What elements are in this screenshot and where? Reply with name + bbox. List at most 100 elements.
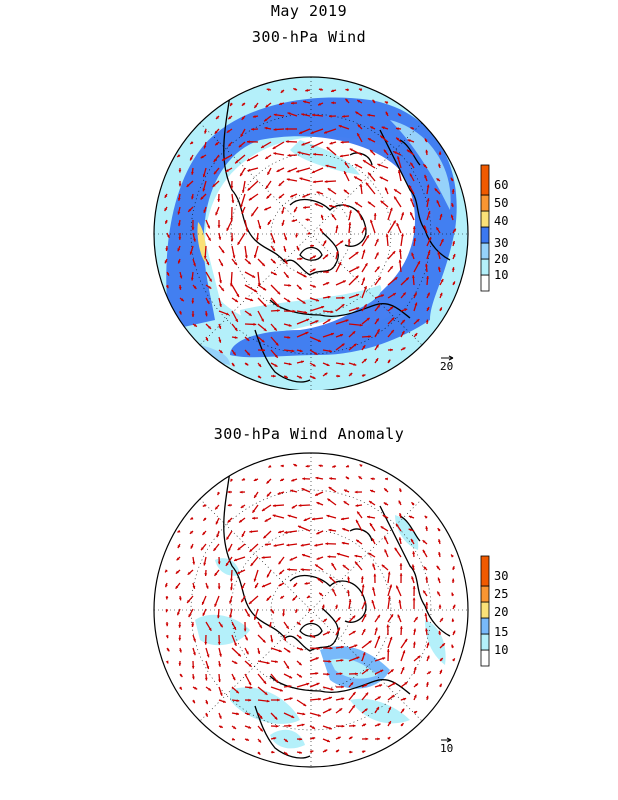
wind-vector-head — [288, 724, 292, 728]
wind-vector-head — [412, 586, 416, 589]
wind-vector-head — [330, 310, 334, 314]
wind-vector-head — [401, 233, 404, 237]
wind-vector-head — [219, 280, 222, 284]
wind-vector-head — [204, 573, 208, 576]
wind-vector-head — [177, 211, 181, 215]
wind-vector-head — [423, 225, 427, 229]
wind-vector-head — [315, 672, 319, 675]
wind-vector-head — [204, 130, 207, 134]
wind-vector-head — [398, 500, 402, 504]
wind-vector-head — [257, 283, 261, 286]
wind-vector-head — [275, 724, 279, 728]
wind-vector-head — [379, 684, 383, 687]
wind-vector-head — [345, 476, 349, 480]
wind-vector-head — [382, 515, 386, 518]
wind-vector-head — [389, 636, 393, 640]
wind-vector-head — [311, 244, 314, 248]
wind-vector-head — [200, 196, 204, 200]
wind-vector-head — [330, 687, 334, 691]
wind-vector-head — [314, 543, 318, 547]
wind-vector-head — [249, 686, 253, 689]
wind-vector-head — [247, 613, 250, 617]
wind-vector-head — [267, 171, 270, 175]
wind-vector-head — [354, 554, 358, 558]
wind-vector-head — [274, 364, 278, 367]
wind-vector-head — [204, 642, 208, 645]
wind-vector-head — [370, 126, 374, 130]
wind-vector-head — [279, 571, 283, 575]
wind-vector-head — [273, 272, 277, 275]
wind-vector-head — [342, 280, 346, 283]
wind-vector-head — [241, 533, 245, 537]
wind-vector-head — [352, 692, 356, 695]
wind-vector-head — [436, 200, 440, 204]
wind-vector-head — [273, 152, 277, 155]
wind-vector-head — [356, 293, 359, 297]
wind-vector-head — [219, 624, 223, 628]
wind-vector-head — [402, 650, 406, 654]
wind-vector-head — [345, 98, 349, 102]
wind-vector-head — [384, 101, 388, 104]
wind-vector-head — [451, 618, 455, 622]
wind-vector-head — [377, 635, 381, 639]
wind-vector-head — [328, 708, 332, 712]
wind-vector-head — [342, 565, 346, 568]
wind-vector-head — [324, 130, 327, 134]
wind-vector-head — [350, 682, 354, 686]
wind-vector-head — [271, 610, 274, 614]
wind-vector-head — [382, 657, 386, 660]
wind-vector-head — [236, 294, 239, 297]
wind-vector-head — [384, 488, 388, 492]
wind-vector-head — [439, 213, 443, 217]
wind-vector-head — [438, 163, 441, 167]
wind-vector-head — [436, 565, 440, 569]
wind-vector-head — [241, 599, 244, 603]
wind-vector-head — [254, 494, 257, 498]
wind-vector-head — [206, 666, 210, 669]
wind-vector-head — [404, 308, 408, 312]
wind-vector-head — [315, 657, 319, 660]
wind-vector-head — [329, 204, 332, 208]
wind-vector-head — [220, 263, 223, 267]
wind-vector-head — [286, 178, 290, 181]
wind-vector-head — [341, 343, 345, 347]
wind-vector-head — [206, 654, 210, 658]
wind-vector-head — [272, 146, 276, 149]
wind-vector-head — [281, 222, 285, 226]
wind-vector-head — [221, 288, 224, 291]
wind-vector-head — [345, 319, 349, 323]
wind-vector-head — [353, 343, 357, 347]
wind-vector-head — [280, 89, 284, 93]
wind-vector-head — [166, 648, 170, 652]
wind-vector-head — [219, 653, 222, 657]
wind-vector-head — [365, 737, 369, 741]
wind-vector-head — [399, 563, 403, 566]
wind-vector-head — [314, 203, 318, 206]
wind-vector-head — [202, 504, 206, 507]
wind-vector-head — [355, 111, 359, 115]
wind-vector-head — [380, 135, 384, 139]
wind-vector-head — [208, 237, 211, 241]
wind-vector-head — [364, 708, 368, 712]
wind-vector-head — [221, 250, 225, 253]
wind-vector-head — [188, 208, 192, 212]
wind-vector-head — [287, 649, 291, 653]
wind-vector-head — [193, 286, 197, 289]
wind-vector-head — [312, 284, 316, 288]
wind-vector-head — [347, 590, 350, 593]
wind-vector-head — [413, 641, 416, 645]
wind-vector-head — [269, 624, 272, 628]
bottom-anomaly-map: 10 15 20 25 30 10 — [153, 452, 508, 768]
wind-vector-head — [305, 464, 309, 468]
wind-vector-head — [192, 676, 195, 680]
wind-vector-head — [229, 600, 232, 604]
wind-vector-head — [304, 582, 308, 585]
wind-vector-head — [321, 305, 325, 309]
wind-vector-head — [342, 115, 345, 118]
wind-vector-head — [280, 478, 284, 481]
wind-vector-head — [423, 566, 427, 570]
wind-vector-head — [385, 187, 388, 191]
wind-vector-head — [354, 490, 358, 494]
wind-vector-head — [254, 105, 258, 108]
wind-vector-head — [398, 113, 401, 117]
